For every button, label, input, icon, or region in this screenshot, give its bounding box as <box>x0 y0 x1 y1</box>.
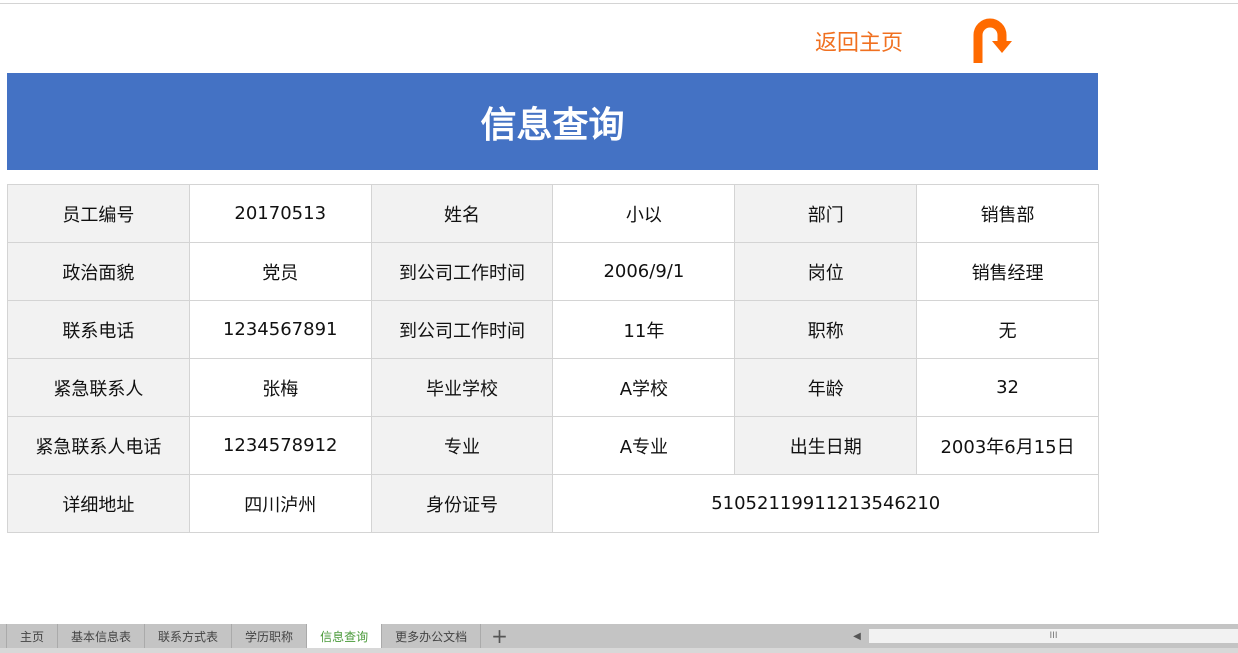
table-row: 政治面貌 党员 到公司工作时间 2006/9/1 岗位 销售经理 <box>7 242 1099 301</box>
table-row: 紧急联系人电话 1234578912 专业 A专业 出生日期 2003年6月15日 <box>7 416 1099 475</box>
table-row: 联系电话 1234567891 到公司工作时间 11年 职称无 <box>7 300 1099 359</box>
field-label[interactable]: 岗位 <box>734 242 918 301</box>
field-value[interactable]: 5105211991121354621​0 <box>552 474 1099 533</box>
field-value[interactable]: 小以 <box>552 184 736 243</box>
column-header-strip <box>0 0 1238 4</box>
field-value[interactable]: 32 <box>916 358 1099 417</box>
tab-scroll-area <box>0 624 7 648</box>
add-sheet-button[interactable]: + <box>491 624 508 648</box>
scroll-left-icon[interactable]: ◀ <box>853 630 861 642</box>
field-value[interactable]: 销售部 <box>916 184 1099 243</box>
field-value[interactable]: 2006/9/1 <box>552 242 736 301</box>
field-value[interactable]: 无 <box>916 300 1099 359</box>
field-label[interactable]: 到公司工作时间 <box>370 242 554 301</box>
scroll-thumb[interactable]: III <box>869 629 1238 643</box>
status-bar <box>0 648 1238 653</box>
field-label[interactable]: 毕业学校 <box>370 358 554 417</box>
info-table: 员工编号 20170513 姓名 小以 部门 销售部 政治面貌 党员 到公司工作时间 2006/9… <box>7 184 1099 533</box>
field-value[interactable]: 四川泸州 <box>188 474 372 533</box>
field-value[interactable]: 1234567891 <box>188 300 372 359</box>
sheet-tab[interactable]: 联系方式表 <box>145 624 233 648</box>
field-label[interactable]: 姓名 <box>370 184 554 243</box>
field-label[interactable]: 紧急联系人电话 <box>7 416 190 475</box>
table-row: 详细地址 四川泸州 身份证号 5105211991121354621​0 <box>7 474 1099 533</box>
sheet-tab[interactable]: 学历职称 <box>232 624 308 648</box>
u-turn-arrow-icon[interactable] <box>970 15 1016 65</box>
horizontal-scrollbar[interactable]: ◀ III <box>845 627 1238 645</box>
field-value[interactable]: 销售经理 <box>916 242 1099 301</box>
field-label[interactable]: 紧急联系人 <box>7 358 190 417</box>
field-label[interactable]: 专业 <box>370 416 554 475</box>
field-value[interactable]: 2003年6月15日 <box>916 416 1099 475</box>
field-label[interactable]: 身份证号 <box>370 474 554 533</box>
sheet-tab[interactable]: 更多办公文档 <box>382 624 482 648</box>
table-row: 紧急联系人 张梅 毕业学校 A学校 年龄 32 <box>7 358 1099 417</box>
field-value[interactable]: A专业 <box>552 416 736 475</box>
return-home-link[interactable]: 返回主页 <box>815 31 904 56</box>
field-value[interactable]: 20170513 <box>188 184 372 243</box>
field-label[interactable]: 部门 <box>734 184 918 243</box>
field-value[interactable]: 党员 <box>188 242 372 301</box>
field-label[interactable]: 出生日期 <box>734 416 918 475</box>
field-value[interactable]: 张梅 <box>188 358 372 417</box>
page-title: 信息查询 <box>7 73 1098 170</box>
field-value[interactable]: 1234578912 <box>188 416 372 475</box>
field-label[interactable]: 员工编号 <box>7 184 190 243</box>
field-value[interactable]: 11年 <box>552 300 736 359</box>
field-label[interactable]: 详细地址 <box>7 474 190 533</box>
table-row: 员工编号 20170513 姓名 小以 部门 销售部 <box>7 184 1099 243</box>
sheet-tab[interactable]: 信息查询 <box>307 624 383 648</box>
field-label[interactable]: 年龄 <box>734 358 918 417</box>
field-label[interactable]: 职称 <box>734 300 918 359</box>
sheet-tab[interactable]: 基本信息表 <box>58 624 146 648</box>
field-label[interactable]: 到公司工作时间 <box>370 300 554 359</box>
field-value[interactable]: A学校 <box>552 358 736 417</box>
field-label[interactable]: 政治面貌 <box>7 242 190 301</box>
field-label[interactable]: 联系电话 <box>7 300 190 359</box>
sheet-tab[interactable]: 主页 <box>7 624 59 648</box>
